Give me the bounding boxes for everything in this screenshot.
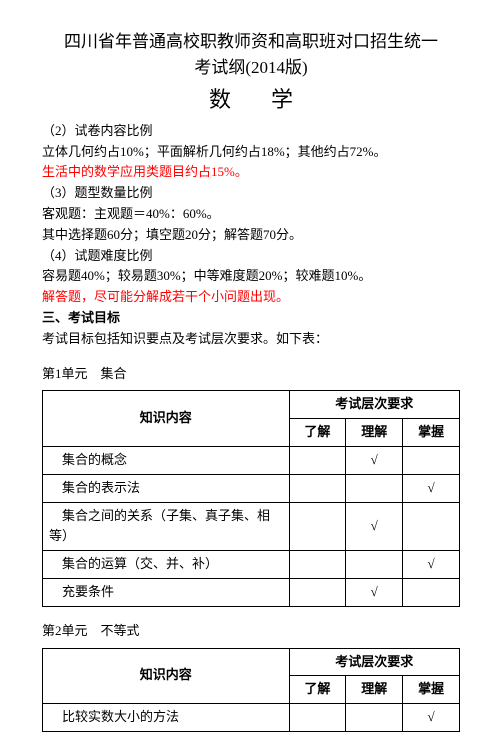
section-3-title: 三、考试目标: [42, 308, 460, 329]
check-cell: [346, 551, 403, 579]
line-obj: 客观题：主观题＝40%：60%。: [42, 204, 460, 225]
col-zhang: 掌握: [403, 676, 460, 704]
row-name: 集合之间的关系（子集、真子集、相等）: [43, 502, 290, 551]
table-header-row: 知识内容 考试层次要求: [43, 648, 460, 676]
check-cell: [346, 474, 403, 502]
check-cell: [289, 704, 346, 732]
col-li: 理解: [346, 676, 403, 704]
row-name: 集合的概念: [43, 446, 290, 474]
check-cell: [403, 502, 460, 551]
table-row: 集合的概念 √: [43, 446, 460, 474]
header-knowledge: 知识内容: [43, 391, 290, 447]
table-row: 集合的运算（交、并、补） √: [43, 551, 460, 579]
line-3: （3）题型数量比例: [42, 183, 460, 204]
line-2: （2）试卷内容比例: [42, 121, 460, 142]
table-row: 比较实数大小的方法 √: [43, 704, 460, 732]
check-cell: √: [403, 474, 460, 502]
unit2-title: 第2单元 不等式: [42, 621, 460, 642]
header-requirement: 考试层次要求: [289, 648, 459, 676]
check-cell: √: [403, 704, 460, 732]
check-cell: [403, 446, 460, 474]
table-header-row: 知识内容 考试层次要求: [43, 391, 460, 419]
row-name: 集合的表示法: [43, 474, 290, 502]
row-name: 充要条件: [43, 578, 290, 606]
check-cell: [289, 551, 346, 579]
unit1-table: 知识内容 考试层次要求 了解 理解 掌握 集合的概念 √ 集合的表示法 √ 集合…: [42, 390, 460, 606]
col-zhang: 掌握: [403, 419, 460, 447]
check-cell: [289, 446, 346, 474]
header-requirement: 考试层次要求: [289, 391, 459, 419]
table-row: 充要条件 √: [43, 578, 460, 606]
unit1-title: 第1单元 集合: [42, 364, 460, 385]
unit2-table: 知识内容 考试层次要求 了解 理解 掌握 比较实数大小的方法 √: [42, 648, 460, 732]
line-ratio: 立体几何约占10%；平面解析几何约占18%；其他约占72%。: [42, 142, 460, 163]
check-cell: √: [346, 502, 403, 551]
line-4: （4）试题难度比例: [42, 246, 460, 267]
check-cell: √: [403, 551, 460, 579]
section-3-desc: 考试目标包括知识要点及考试层次要求。如下表：: [42, 329, 460, 350]
check-cell: √: [346, 578, 403, 606]
row-name: 比较实数大小的方法: [43, 704, 290, 732]
col-liao: 了解: [289, 676, 346, 704]
col-liao: 了解: [289, 419, 346, 447]
line-red-2: 解答题，尽可能分解成若干个小问题出现。: [42, 287, 460, 308]
col-li: 理解: [346, 419, 403, 447]
line-red-1: 生活中的数学应用类题目约占15%。: [42, 162, 460, 183]
check-cell: [289, 578, 346, 606]
header-knowledge: 知识内容: [43, 648, 290, 704]
doc-title-1: 四川省年普通高校职教师资和高职班对口招生统一: [42, 30, 460, 54]
check-cell: [346, 704, 403, 732]
check-cell: [403, 578, 460, 606]
check-cell: [289, 474, 346, 502]
line-diff: 容易题40%；较易题30%；中等难度题20%；较难题10%。: [42, 266, 460, 287]
table-row: 集合之间的关系（子集、真子集、相等） √: [43, 502, 460, 551]
subject-heading: 数学: [42, 82, 460, 117]
check-cell: [289, 502, 346, 551]
row-name: 集合的运算（交、并、补）: [43, 551, 290, 579]
line-scores: 其中选择题60分；填空题20分；解答题70分。: [42, 225, 460, 246]
table-row: 集合的表示法 √: [43, 474, 460, 502]
check-cell: √: [346, 446, 403, 474]
doc-title-2: 考试纲(2014版): [42, 56, 460, 80]
